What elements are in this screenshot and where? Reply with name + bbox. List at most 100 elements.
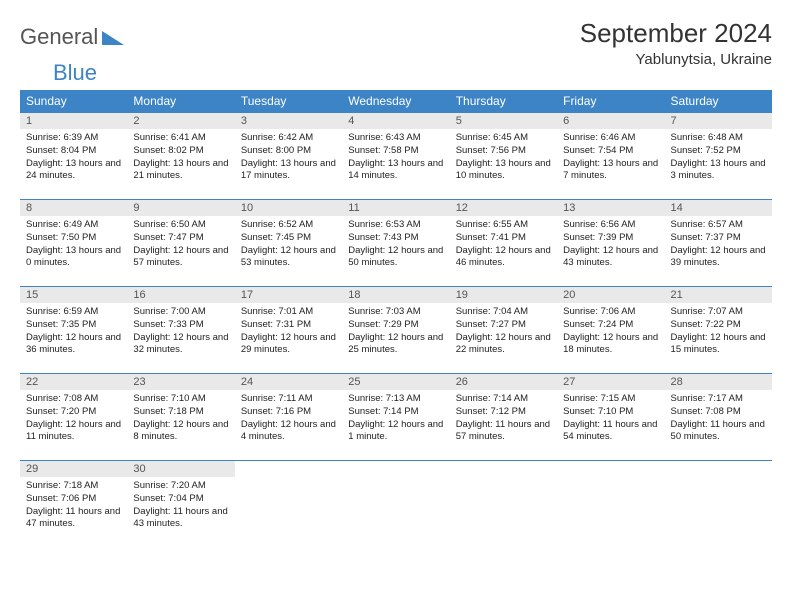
calendar-day-cell: 14Sunrise: 6:57 AMSunset: 7:37 PMDayligh…	[665, 200, 772, 287]
day-number: 2	[127, 113, 234, 129]
calendar-day-cell: 27Sunrise: 7:15 AMSunset: 7:10 PMDayligh…	[557, 374, 664, 461]
logo-blue-text: Blue	[53, 60, 792, 86]
day-details: Sunrise: 6:53 AMSunset: 7:43 PMDaylight:…	[342, 216, 449, 274]
day-details: Sunrise: 6:45 AMSunset: 7:56 PMDaylight:…	[450, 129, 557, 187]
calendar-day-cell: 4Sunrise: 6:43 AMSunset: 7:58 PMDaylight…	[342, 113, 449, 200]
day-number: 16	[127, 287, 234, 303]
day-header: Thursday	[450, 90, 557, 113]
day-details: Sunrise: 6:48 AMSunset: 7:52 PMDaylight:…	[665, 129, 772, 187]
calendar-day-cell: 23Sunrise: 7:10 AMSunset: 7:18 PMDayligh…	[127, 374, 234, 461]
day-number: 3	[235, 113, 342, 129]
calendar-day-cell: 19Sunrise: 7:04 AMSunset: 7:27 PMDayligh…	[450, 287, 557, 374]
day-details: Sunrise: 6:50 AMSunset: 7:47 PMDaylight:…	[127, 216, 234, 274]
day-details: Sunrise: 7:08 AMSunset: 7:20 PMDaylight:…	[20, 390, 127, 448]
calendar-day-cell: 5Sunrise: 6:45 AMSunset: 7:56 PMDaylight…	[450, 113, 557, 200]
calendar-body: 1Sunrise: 6:39 AMSunset: 8:04 PMDaylight…	[20, 113, 772, 548]
day-details: Sunrise: 6:56 AMSunset: 7:39 PMDaylight:…	[557, 216, 664, 274]
calendar-day-cell: 21Sunrise: 7:07 AMSunset: 7:22 PMDayligh…	[665, 287, 772, 374]
day-number: 6	[557, 113, 664, 129]
calendar-day-cell: 8Sunrise: 6:49 AMSunset: 7:50 PMDaylight…	[20, 200, 127, 287]
calendar-day-cell: 29Sunrise: 7:18 AMSunset: 7:06 PMDayligh…	[20, 461, 127, 548]
day-number: 19	[450, 287, 557, 303]
day-number: 22	[20, 374, 127, 390]
day-details: Sunrise: 6:39 AMSunset: 8:04 PMDaylight:…	[20, 129, 127, 187]
day-details: Sunrise: 7:14 AMSunset: 7:12 PMDaylight:…	[450, 390, 557, 448]
day-number: 14	[665, 200, 772, 216]
day-details: Sunrise: 6:46 AMSunset: 7:54 PMDaylight:…	[557, 129, 664, 187]
calendar-day-cell: 6Sunrise: 6:46 AMSunset: 7:54 PMDaylight…	[557, 113, 664, 200]
calendar-week-row: 1Sunrise: 6:39 AMSunset: 8:04 PMDaylight…	[20, 113, 772, 200]
day-header: Monday	[127, 90, 234, 113]
day-number: 25	[342, 374, 449, 390]
day-number: 23	[127, 374, 234, 390]
calendar-day-cell: 12Sunrise: 6:55 AMSunset: 7:41 PMDayligh…	[450, 200, 557, 287]
day-details: Sunrise: 7:10 AMSunset: 7:18 PMDaylight:…	[127, 390, 234, 448]
calendar-day-cell: ..	[235, 461, 342, 548]
day-number: 12	[450, 200, 557, 216]
calendar-table: Sunday Monday Tuesday Wednesday Thursday…	[20, 90, 772, 547]
day-number: 5	[450, 113, 557, 129]
day-number: 13	[557, 200, 664, 216]
calendar-day-cell: 2Sunrise: 6:41 AMSunset: 8:02 PMDaylight…	[127, 113, 234, 200]
day-details: Sunrise: 6:55 AMSunset: 7:41 PMDaylight:…	[450, 216, 557, 274]
calendar-day-cell: ..	[450, 461, 557, 548]
day-details: Sunrise: 7:11 AMSunset: 7:16 PMDaylight:…	[235, 390, 342, 448]
calendar-day-cell: 16Sunrise: 7:00 AMSunset: 7:33 PMDayligh…	[127, 287, 234, 374]
calendar-day-cell: 22Sunrise: 7:08 AMSunset: 7:20 PMDayligh…	[20, 374, 127, 461]
calendar-day-cell: 20Sunrise: 7:06 AMSunset: 7:24 PMDayligh…	[557, 287, 664, 374]
calendar-day-cell: 30Sunrise: 7:20 AMSunset: 7:04 PMDayligh…	[127, 461, 234, 548]
day-number: 8	[20, 200, 127, 216]
day-number: 27	[557, 374, 664, 390]
day-details: Sunrise: 7:01 AMSunset: 7:31 PMDaylight:…	[235, 303, 342, 361]
logo-text-1: Genera	[20, 24, 93, 50]
calendar-day-cell: 25Sunrise: 7:13 AMSunset: 7:14 PMDayligh…	[342, 374, 449, 461]
calendar-day-cell: 13Sunrise: 6:56 AMSunset: 7:39 PMDayligh…	[557, 200, 664, 287]
day-details: Sunrise: 7:00 AMSunset: 7:33 PMDaylight:…	[127, 303, 234, 361]
calendar-day-cell: 1Sunrise: 6:39 AMSunset: 8:04 PMDaylight…	[20, 113, 127, 200]
day-details: Sunrise: 6:59 AMSunset: 7:35 PMDaylight:…	[20, 303, 127, 361]
day-details: Sunrise: 6:57 AMSunset: 7:37 PMDaylight:…	[665, 216, 772, 274]
logo-triangle-icon	[102, 29, 124, 45]
day-details: Sunrise: 6:41 AMSunset: 8:02 PMDaylight:…	[127, 129, 234, 187]
logo-text-2: l	[93, 24, 98, 50]
day-number: 7	[665, 113, 772, 129]
calendar-day-cell: 28Sunrise: 7:17 AMSunset: 7:08 PMDayligh…	[665, 374, 772, 461]
day-number: 18	[342, 287, 449, 303]
day-header: Friday	[557, 90, 664, 113]
day-number: 10	[235, 200, 342, 216]
calendar-week-row: 8Sunrise: 6:49 AMSunset: 7:50 PMDaylight…	[20, 200, 772, 287]
calendar-day-cell: 9Sunrise: 6:50 AMSunset: 7:47 PMDaylight…	[127, 200, 234, 287]
calendar-day-cell: 17Sunrise: 7:01 AMSunset: 7:31 PMDayligh…	[235, 287, 342, 374]
day-number: 1	[20, 113, 127, 129]
day-number: 26	[450, 374, 557, 390]
day-details: Sunrise: 6:49 AMSunset: 7:50 PMDaylight:…	[20, 216, 127, 274]
calendar-week-row: 29Sunrise: 7:18 AMSunset: 7:06 PMDayligh…	[20, 461, 772, 548]
calendar-day-cell: 11Sunrise: 6:53 AMSunset: 7:43 PMDayligh…	[342, 200, 449, 287]
logo: General	[20, 18, 124, 50]
day-header: Tuesday	[235, 90, 342, 113]
day-header: Wednesday	[342, 90, 449, 113]
calendar-day-cell: 10Sunrise: 6:52 AMSunset: 7:45 PMDayligh…	[235, 200, 342, 287]
month-title: September 2024	[580, 18, 772, 49]
day-number: 29	[20, 461, 127, 477]
day-header: Sunday	[20, 90, 127, 113]
calendar-day-cell: ..	[557, 461, 664, 548]
day-details: Sunrise: 7:20 AMSunset: 7:04 PMDaylight:…	[127, 477, 234, 535]
day-number: 30	[127, 461, 234, 477]
day-details: Sunrise: 7:06 AMSunset: 7:24 PMDaylight:…	[557, 303, 664, 361]
calendar-day-cell: 15Sunrise: 6:59 AMSunset: 7:35 PMDayligh…	[20, 287, 127, 374]
day-number: 28	[665, 374, 772, 390]
calendar-week-row: 15Sunrise: 6:59 AMSunset: 7:35 PMDayligh…	[20, 287, 772, 374]
day-details: Sunrise: 7:03 AMSunset: 7:29 PMDaylight:…	[342, 303, 449, 361]
day-number: 11	[342, 200, 449, 216]
day-number: 21	[665, 287, 772, 303]
day-details: Sunrise: 7:07 AMSunset: 7:22 PMDaylight:…	[665, 303, 772, 361]
calendar-day-cell: 3Sunrise: 6:42 AMSunset: 8:00 PMDaylight…	[235, 113, 342, 200]
calendar-day-cell: ..	[342, 461, 449, 548]
day-number: 15	[20, 287, 127, 303]
day-details: Sunrise: 6:43 AMSunset: 7:58 PMDaylight:…	[342, 129, 449, 187]
day-number: 4	[342, 113, 449, 129]
day-header: Saturday	[665, 90, 772, 113]
day-details: Sunrise: 7:17 AMSunset: 7:08 PMDaylight:…	[665, 390, 772, 448]
day-details: Sunrise: 7:18 AMSunset: 7:06 PMDaylight:…	[20, 477, 127, 535]
